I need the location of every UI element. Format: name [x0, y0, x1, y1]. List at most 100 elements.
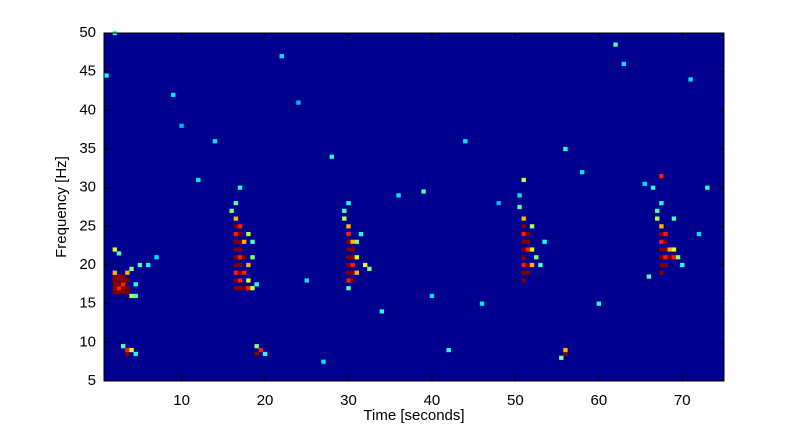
cell: [241, 286, 247, 291]
cell: [304, 278, 309, 283]
cell: [237, 224, 243, 229]
cell: [179, 123, 184, 128]
cell: [346, 270, 351, 275]
cell: [529, 262, 535, 268]
y-tick-label: 15: [79, 295, 96, 312]
cell: [680, 262, 685, 268]
x-axis-label: Time [seconds]: [363, 407, 464, 424]
cell: [659, 231, 664, 237]
cell: [517, 193, 522, 198]
y-tick-label: 45: [79, 63, 96, 80]
cell: [521, 270, 526, 275]
cell: [521, 262, 526, 268]
x-tick-label: 60: [590, 392, 607, 409]
cell: [246, 231, 251, 237]
cell: [521, 247, 526, 252]
cell: [705, 185, 710, 190]
cell: [350, 255, 355, 260]
cell: [116, 274, 122, 279]
cell: [525, 231, 531, 237]
cell: [479, 301, 485, 306]
cell: [129, 266, 134, 271]
cell: [321, 359, 326, 364]
cell: [655, 216, 660, 221]
cell: [154, 255, 159, 260]
cell: [254, 351, 259, 357]
cell: [346, 231, 351, 237]
cell: [279, 54, 284, 59]
cell: [379, 309, 385, 314]
cell: [237, 255, 243, 260]
cell: [241, 255, 247, 260]
cell: [663, 231, 668, 237]
cell: [146, 262, 151, 268]
cell: [563, 347, 568, 353]
cell: [254, 344, 259, 349]
cell: [129, 347, 134, 353]
y-tick-label: 25: [79, 217, 96, 234]
cell: [642, 181, 647, 186]
cell: [346, 247, 351, 252]
cell: [579, 170, 585, 175]
cells: [104, 30, 710, 364]
cell: [116, 289, 122, 295]
cell: [521, 216, 526, 221]
cell: [112, 289, 118, 295]
cell: [296, 100, 301, 105]
cell: [246, 286, 251, 291]
cell: [354, 239, 360, 244]
cell: [125, 347, 130, 353]
cell: [237, 231, 243, 237]
cell: [254, 282, 259, 287]
cell: [262, 351, 268, 357]
cell: [596, 301, 602, 306]
cell: [696, 231, 702, 237]
y-tick-label: 50: [79, 24, 96, 41]
y-tick-label: 10: [79, 333, 96, 350]
cell: [112, 278, 118, 283]
y-axis-label: Frequency [Hz]: [53, 156, 70, 258]
cell: [659, 239, 664, 244]
cell: [521, 278, 526, 283]
cell: [538, 262, 543, 268]
cell: [529, 247, 535, 252]
cell: [667, 247, 672, 252]
cell: [563, 351, 568, 357]
cell: [350, 247, 355, 252]
cell: [525, 239, 531, 244]
cell: [112, 274, 118, 279]
cell: [613, 42, 618, 47]
cell: [237, 239, 243, 244]
cell: [646, 274, 652, 279]
cell: [116, 282, 122, 287]
cell: [116, 286, 122, 291]
cell: [362, 262, 368, 268]
cell: [120, 286, 126, 291]
cell: [517, 204, 522, 210]
cell: [421, 189, 426, 194]
cell: [354, 270, 360, 275]
cell: [346, 286, 351, 291]
y-tick-label: 30: [79, 179, 96, 196]
cell: [659, 262, 664, 268]
cell: [342, 216, 347, 221]
cell: [534, 255, 539, 260]
cell: [563, 146, 568, 152]
cell: [112, 286, 118, 291]
cell: [521, 177, 526, 183]
cell: [446, 347, 451, 353]
cell: [655, 208, 660, 213]
cell: [671, 247, 677, 252]
cell: [250, 255, 255, 260]
cell: [120, 274, 126, 279]
plot-frame: [103, 32, 725, 382]
cell: [659, 201, 664, 206]
cell: [212, 139, 218, 144]
cell: [659, 247, 664, 252]
cell: [233, 286, 239, 291]
cell: [233, 239, 239, 244]
cell: [246, 262, 251, 268]
cell: [241, 270, 247, 275]
cell: [133, 293, 138, 299]
